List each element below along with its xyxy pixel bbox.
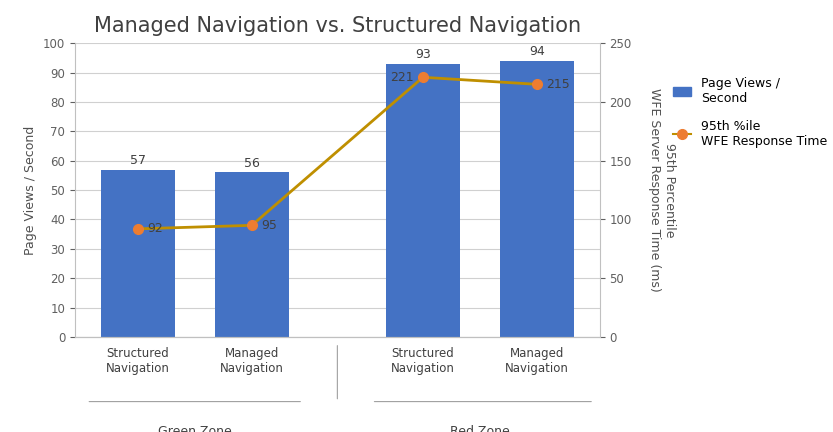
- Text: 215: 215: [546, 78, 570, 91]
- Text: Green Zone: Green Zone: [158, 425, 232, 432]
- Text: 57: 57: [130, 154, 146, 167]
- Title: Managed Navigation vs. Structured Navigation: Managed Navigation vs. Structured Naviga…: [94, 16, 581, 36]
- Legend: Page Views /
Second, 95th %ile
WFE Response Time: Page Views / Second, 95th %ile WFE Respo…: [669, 73, 831, 152]
- Bar: [500, 61, 574, 337]
- Text: 221: 221: [390, 71, 414, 84]
- Text: Red Zone: Red Zone: [450, 425, 510, 432]
- Text: 92: 92: [147, 222, 162, 235]
- Bar: [215, 172, 289, 337]
- Bar: [101, 169, 175, 337]
- Bar: [386, 64, 460, 337]
- Y-axis label: 95th Percentile
WFE Server Response Time (ms): 95th Percentile WFE Server Response Time…: [648, 88, 676, 292]
- Text: 93: 93: [415, 48, 431, 61]
- Text: 94: 94: [529, 45, 545, 58]
- Y-axis label: Page Views / Second: Page Views / Second: [24, 125, 37, 255]
- Text: 95: 95: [261, 219, 277, 232]
- Text: 56: 56: [244, 157, 260, 170]
